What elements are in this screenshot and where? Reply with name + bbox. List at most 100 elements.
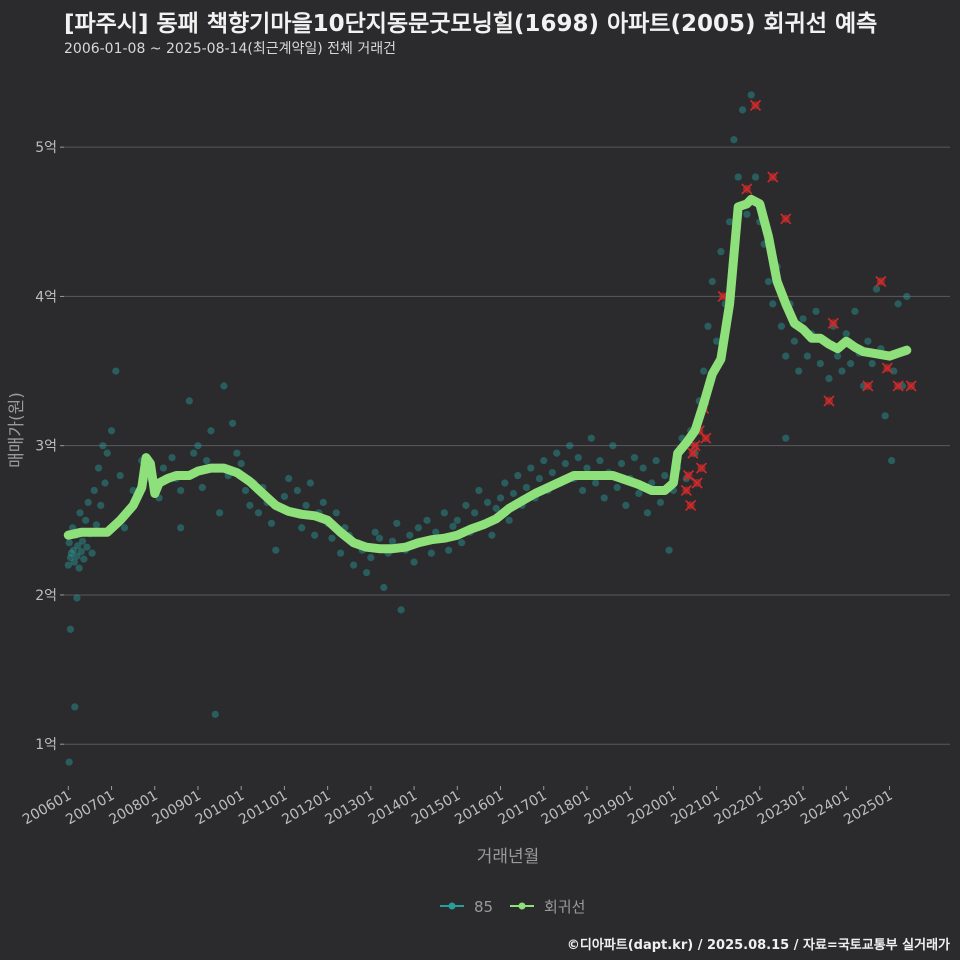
highlight-point <box>695 462 708 474</box>
data-point <box>799 315 807 323</box>
data-point <box>101 479 109 487</box>
data-point <box>492 504 500 512</box>
legend-swatch-dot <box>518 902 526 910</box>
data-point <box>203 457 211 465</box>
data-point <box>596 457 604 465</box>
data-point <box>661 471 669 480</box>
data-point <box>88 549 96 557</box>
data-point <box>306 479 314 487</box>
data-point <box>194 442 202 450</box>
data-point <box>293 486 301 495</box>
data-point <box>764 277 773 286</box>
highlight-point <box>687 447 699 459</box>
data-point <box>393 519 401 527</box>
data-point <box>427 549 435 557</box>
data-point <box>834 352 842 360</box>
data-point <box>600 494 608 502</box>
data-point <box>107 427 116 435</box>
data-point <box>462 501 470 509</box>
data-point <box>825 374 833 383</box>
legend-swatch-dot <box>448 902 456 910</box>
data-point <box>241 486 250 495</box>
data-point <box>540 457 548 465</box>
highlight-x <box>685 499 697 511</box>
highlight-x <box>700 432 712 444</box>
data-point <box>449 522 457 530</box>
data-point <box>177 486 185 495</box>
data-point <box>207 427 215 435</box>
x-tick-label: 201301 <box>323 788 377 829</box>
data-point <box>872 285 881 293</box>
data-point <box>851 307 859 315</box>
highlight-point <box>862 380 874 392</box>
x-tick-label: 202201 <box>712 788 766 829</box>
highlight-x <box>680 484 692 497</box>
data-point <box>198 483 206 492</box>
data-point <box>78 537 87 545</box>
data-point <box>613 483 621 492</box>
highlight-point <box>767 171 779 183</box>
data-point <box>769 300 777 308</box>
x-tick-label: 201901 <box>582 788 636 829</box>
highlight-x <box>875 275 887 288</box>
legend: 85 회귀선 <box>440 898 585 916</box>
data-point <box>228 419 237 427</box>
data-point <box>812 307 820 315</box>
highlight-x <box>741 183 753 195</box>
data-point <box>66 554 75 562</box>
data-point <box>522 483 531 492</box>
data-point <box>388 537 397 545</box>
x-tick-label: 200801 <box>106 788 160 829</box>
source-credit: ©디아파트(dapt.kr) / 2025.08.15 / 자료=국토교통부 실… <box>566 938 950 953</box>
data-point <box>704 322 712 330</box>
data-point <box>112 367 120 375</box>
data-point <box>639 464 647 472</box>
data-point <box>311 531 319 539</box>
x-tick-label: 201701 <box>495 788 549 829</box>
data-point <box>864 337 872 345</box>
data-point <box>574 454 582 462</box>
data-point <box>254 509 263 517</box>
highlight-x <box>827 317 839 329</box>
data-point <box>894 300 902 308</box>
highlight-x <box>823 395 835 407</box>
data-point <box>298 524 306 532</box>
data-point <box>302 501 310 509</box>
data-point <box>177 524 185 532</box>
data-point <box>185 397 193 405</box>
data-point <box>496 494 505 502</box>
data-point <box>285 474 293 483</box>
data-point <box>635 489 643 498</box>
data-point <box>159 464 168 472</box>
data-point <box>168 454 176 462</box>
data-point <box>548 468 556 477</box>
highlighted-points <box>680 99 917 511</box>
data-point <box>747 91 755 99</box>
data-point <box>319 498 327 507</box>
data-point <box>782 434 790 442</box>
regression-line <box>63 194 912 554</box>
x-tick-label: 202101 <box>668 788 722 829</box>
data-point <box>734 173 742 181</box>
highlight-point <box>875 275 887 288</box>
page-subtitle: 2006-01-08 ~ 2025-08-14(최근계약일) 전체 거래건 <box>64 41 396 57</box>
legend-item-regression: 회귀선 <box>510 898 585 916</box>
data-point <box>643 509 652 517</box>
data-point <box>77 548 85 556</box>
x-tick-label: 201401 <box>366 788 420 829</box>
data-point <box>64 561 72 569</box>
data-point <box>488 531 496 539</box>
data-point <box>116 471 124 480</box>
data-point <box>501 479 509 487</box>
data-point <box>99 442 107 450</box>
data-point <box>74 542 82 550</box>
data-point <box>846 359 855 368</box>
data-point <box>743 210 751 218</box>
highlight-x <box>905 380 917 392</box>
highlight-point <box>823 395 835 407</box>
data-point <box>67 549 75 557</box>
highlight-x <box>767 171 779 183</box>
data-point <box>375 534 384 542</box>
data-point <box>246 501 254 509</box>
data-point <box>73 552 81 560</box>
